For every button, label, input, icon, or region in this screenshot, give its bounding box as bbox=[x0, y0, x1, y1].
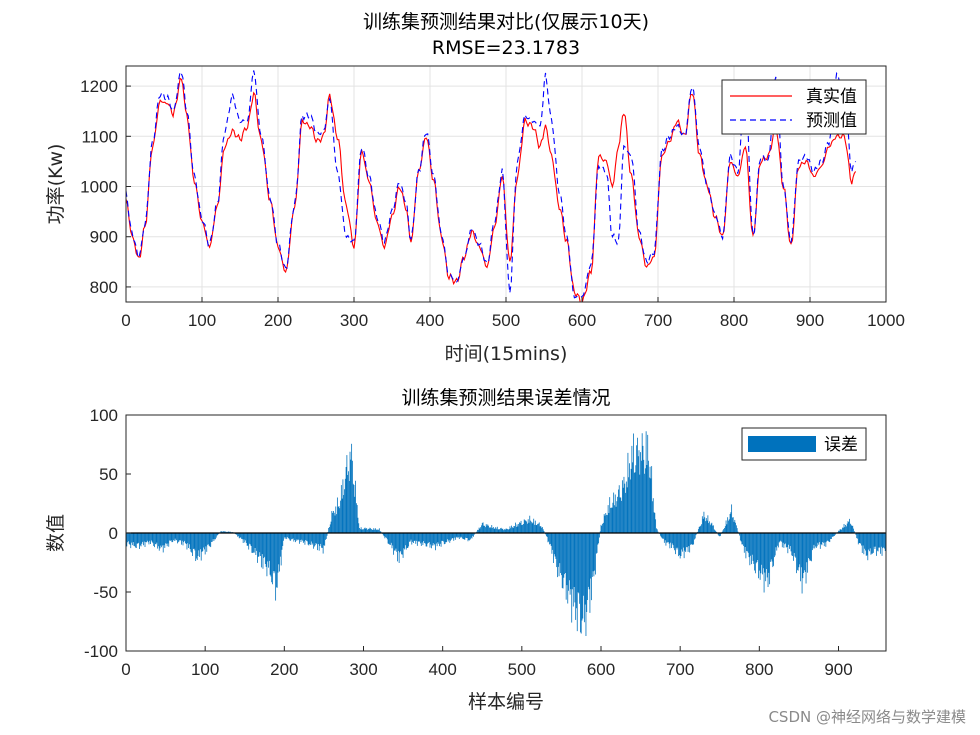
legend-swatch-error bbox=[748, 436, 816, 452]
bottom-x-tick-label: 200 bbox=[270, 660, 298, 679]
top-x-tick-label: 0 bbox=[121, 311, 130, 330]
top-y-ticks: 800 900 1000 1100 1200 bbox=[80, 77, 131, 297]
bottom-x-axis-label: 样本编号 bbox=[468, 691, 544, 713]
bottom-x-tick-label: 300 bbox=[349, 660, 377, 679]
top-x-ticks: 0 100 200 300 400 500 600 700 800 900 1000 bbox=[121, 297, 905, 330]
bottom-chart-title: 训练集预测结果误差情况 bbox=[401, 387, 610, 409]
bottom-x-tick-label: 700 bbox=[666, 660, 694, 679]
top-x-tick-label: 800 bbox=[720, 311, 748, 330]
top-x-tick-label: 600 bbox=[568, 311, 596, 330]
bottom-legend: 误差 bbox=[741, 427, 867, 461]
top-x-tick-label: 500 bbox=[492, 311, 520, 330]
top-x-tick-label: 300 bbox=[340, 311, 368, 330]
bottom-chart: 0 100 200 300 400 500 600 700 800 900 -100 -50 0 50 1… bbox=[45, 387, 887, 713]
bottom-x-tick-label: 400 bbox=[428, 660, 456, 679]
bottom-y-axis-label: 数值 bbox=[45, 514, 67, 552]
top-y-tick-label: 1200 bbox=[80, 77, 118, 96]
bottom-x-tick-label: 500 bbox=[508, 660, 536, 679]
top-legend: 真实值 预测值 bbox=[721, 79, 867, 135]
bottom-y-tick-label: 50 bbox=[99, 465, 118, 484]
top-chart-title: 训练集预测结果对比(仅展示10天) bbox=[363, 11, 649, 33]
top-x-tick-label: 400 bbox=[416, 311, 444, 330]
top-y-tick-label: 800 bbox=[90, 278, 118, 297]
bottom-y-tick-label: 100 bbox=[90, 406, 118, 425]
legend-label-error: 误差 bbox=[824, 435, 858, 455]
top-y-tick-label: 1100 bbox=[81, 127, 118, 146]
top-y-axis-label: 功率(Kw) bbox=[45, 144, 67, 225]
bottom-y-tick-label: -50 bbox=[93, 583, 118, 602]
bottom-x-tick-label: 900 bbox=[824, 660, 852, 679]
top-x-tick-label: 1000 bbox=[867, 311, 905, 330]
bottom-y-tick-label: -100 bbox=[84, 642, 118, 661]
bottom-x-tick-label: 600 bbox=[587, 660, 615, 679]
series-line-predicted bbox=[126, 70, 857, 299]
top-x-tick-label: 100 bbox=[188, 311, 216, 330]
bottom-x-tick-label: 100 bbox=[191, 660, 219, 679]
top-x-tick-label: 700 bbox=[644, 311, 672, 330]
top-chart-subtitle: RMSE=23.1783 bbox=[432, 37, 580, 59]
bottom-y-ticks: -100 -50 0 50 100 bbox=[84, 406, 131, 661]
top-legend-box bbox=[721, 79, 867, 135]
top-chart: 0 100 200 300 400 500 600 700 800 900 1000 800 900 1… bbox=[45, 11, 905, 365]
top-x-tick-label: 200 bbox=[264, 311, 292, 330]
top-y-tick-label: 1000 bbox=[80, 178, 118, 197]
bottom-x-tick-label: 800 bbox=[745, 660, 773, 679]
legend-label-actual: 真实值 bbox=[806, 87, 857, 107]
series-line-actual bbox=[126, 77, 857, 302]
legend-label-predicted: 预测值 bbox=[806, 111, 857, 131]
top-x-tick-label: 900 bbox=[796, 311, 824, 330]
top-series-group bbox=[126, 70, 857, 302]
watermark: CSDN @神经网络与数学建模 bbox=[768, 708, 966, 726]
bottom-x-tick-label: 0 bbox=[121, 660, 130, 679]
top-x-axis-label: 时间(15mins) bbox=[445, 343, 568, 365]
top-y-tick-label: 900 bbox=[90, 228, 118, 247]
bottom-x-ticks: 0 100 200 300 400 500 600 700 800 900 bbox=[121, 646, 853, 679]
bottom-y-tick-label: 0 bbox=[109, 524, 118, 543]
bottom-bars-group bbox=[125, 431, 886, 637]
